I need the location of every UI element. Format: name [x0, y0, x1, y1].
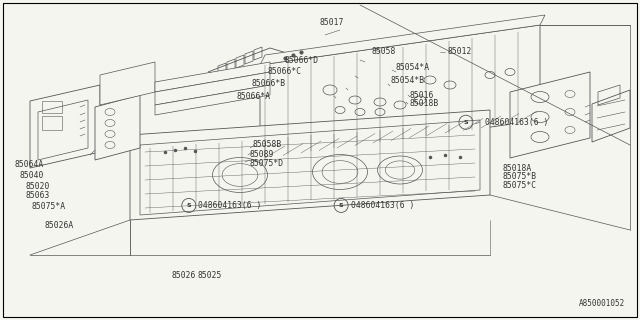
- Text: 85075*C: 85075*C: [502, 181, 536, 190]
- Polygon shape: [155, 62, 270, 92]
- Text: 85058B: 85058B: [253, 140, 282, 149]
- Text: 85089: 85089: [250, 150, 274, 159]
- Text: S: S: [186, 203, 191, 208]
- Text: 85040: 85040: [19, 172, 44, 180]
- Text: 85012: 85012: [448, 47, 472, 56]
- Polygon shape: [130, 110, 490, 220]
- Text: S: S: [463, 120, 468, 125]
- Text: 048604163(6 ): 048604163(6 ): [485, 118, 548, 127]
- Bar: [42, 101, 62, 113]
- Text: 85066*A: 85066*A: [237, 92, 271, 101]
- Text: 85017: 85017: [320, 18, 344, 27]
- Text: 85018A: 85018A: [502, 164, 532, 173]
- Text: 85020: 85020: [26, 182, 50, 191]
- Text: S: S: [339, 203, 344, 208]
- Text: 048604163(6 ): 048604163(6 ): [351, 201, 414, 210]
- Polygon shape: [510, 72, 590, 158]
- Text: 85026A: 85026A: [45, 221, 74, 230]
- Polygon shape: [260, 25, 540, 160]
- Text: 85075*A: 85075*A: [32, 202, 66, 211]
- Text: 048604163(6 ): 048604163(6 ): [198, 201, 262, 210]
- Bar: [42, 116, 62, 130]
- Text: 85075*D: 85075*D: [250, 159, 284, 168]
- Polygon shape: [100, 62, 155, 105]
- Polygon shape: [260, 15, 545, 65]
- Text: 85054*A: 85054*A: [396, 63, 429, 72]
- Text: 85016: 85016: [410, 92, 434, 100]
- Text: 85066*C: 85066*C: [268, 68, 301, 76]
- Text: 85066*B: 85066*B: [252, 79, 285, 88]
- Polygon shape: [208, 48, 310, 84]
- Text: A850001052: A850001052: [579, 299, 625, 308]
- Polygon shape: [95, 95, 140, 160]
- Polygon shape: [155, 72, 270, 105]
- Text: 85025: 85025: [197, 271, 221, 280]
- Text: 85018B: 85018B: [410, 100, 439, 108]
- Text: 85075*B: 85075*B: [502, 172, 536, 181]
- Text: 85058: 85058: [371, 47, 396, 56]
- Polygon shape: [592, 90, 630, 142]
- Text: 85026: 85026: [172, 271, 196, 280]
- Text: 85066*D: 85066*D: [285, 56, 319, 65]
- Text: 85054*B: 85054*B: [390, 76, 424, 85]
- Text: 85064A: 85064A: [14, 160, 44, 169]
- Polygon shape: [30, 85, 100, 168]
- Text: 85063: 85063: [26, 191, 50, 200]
- Polygon shape: [155, 85, 270, 115]
